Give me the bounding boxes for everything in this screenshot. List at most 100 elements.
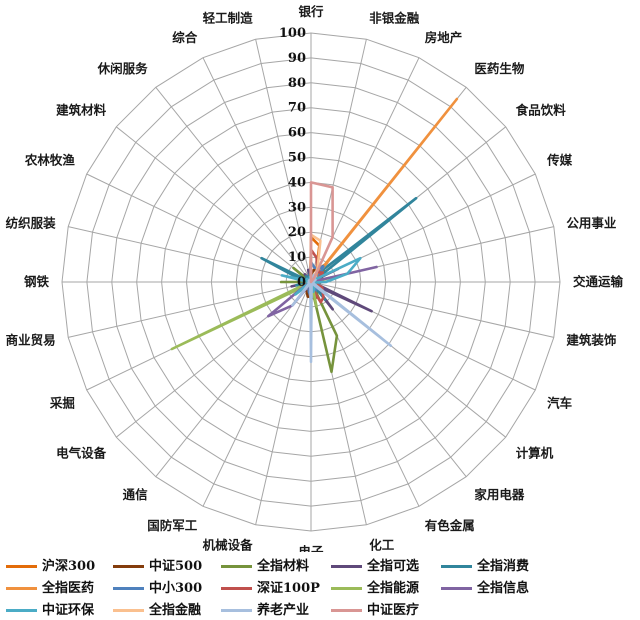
tick-label: 80 <box>288 76 306 91</box>
category-label-14: 电子 <box>298 544 324 552</box>
chart-legend: 沪深300 中证500 全指材料 全指可选 全指消费全指医药 中小300 深证100P 全指能… <box>6 556 636 620</box>
grid-spoke <box>155 281 312 478</box>
tick-label: 20 <box>288 225 306 240</box>
legend-line-swatch <box>113 609 144 612</box>
legend-item-7: 深证100P <box>221 578 331 599</box>
category-label-20: 商业贸易 <box>6 332 56 347</box>
legend-item-5: 全指医药 <box>6 578 113 599</box>
category-label-7: 交通运输 <box>573 274 624 289</box>
legend-line-swatch <box>221 565 252 568</box>
legend-label: 全指信息 <box>477 581 530 596</box>
legend-line-swatch <box>331 565 362 568</box>
legend-line-swatch <box>113 587 144 590</box>
tick-label: 90 <box>288 51 306 66</box>
category-label-12: 有色金属 <box>425 518 475 533</box>
legend-label: 全指材料 <box>257 559 310 574</box>
legend-item-12: 养老产业 <box>221 600 331 620</box>
category-label-22: 纺织服装 <box>6 216 57 231</box>
category-label-1: 非银金融 <box>369 11 420 26</box>
category-label-26: 综合 <box>172 30 198 45</box>
legend-item-1: 中证500 <box>113 556 221 577</box>
legend-label: 全指医药 <box>42 581 95 596</box>
tick-label: 60 <box>288 126 306 141</box>
category-label-21: 钢铁 <box>24 274 50 289</box>
legend-row-1: 全指医药 中小300 深证100P 全指能源 全指信息 <box>6 578 636 599</box>
legend-line-swatch <box>221 609 252 612</box>
category-label-11: 家用电器 <box>474 487 525 502</box>
category-label-16: 国防军工 <box>147 518 198 533</box>
legend-label: 中证医疗 <box>367 603 420 618</box>
legend-item-13: 中证医疗 <box>331 600 441 620</box>
series-line-13 <box>309 181 334 284</box>
category-label-13: 化工 <box>369 537 395 552</box>
category-label-6: 公用事业 <box>566 216 617 231</box>
category-label-2: 房地产 <box>425 30 463 45</box>
legend-line-swatch <box>6 609 37 612</box>
legend-label: 沪深300 <box>42 559 96 574</box>
legend-label: 深证100P <box>257 581 320 596</box>
legend-line-swatch <box>221 587 252 590</box>
radar-svg: 0 10 20 30 40 50 60 70 80 90 100 银行 非银金融房地产医药生物食品饮料传… <box>6 4 624 559</box>
tick-label: 40 <box>288 175 306 190</box>
grid-spoke <box>202 57 312 283</box>
category-label-3: 医药生物 <box>474 61 525 76</box>
category-label-24: 建筑材料 <box>56 103 107 118</box>
grid-spoke <box>255 281 312 525</box>
legend-item-6: 中小300 <box>113 578 221 599</box>
category-label-8: 建筑装饰 <box>566 332 617 347</box>
category-label-18: 电气设备 <box>56 445 107 460</box>
grid-spoke <box>155 86 312 283</box>
legend-label: 养老产业 <box>257 603 310 618</box>
legend-row-0: 沪深300 中证500 全指材料 全指可选 全指消费 <box>6 556 636 577</box>
category-label-5: 传媒 <box>546 152 573 167</box>
legend-item-8: 全指能源 <box>331 578 441 599</box>
category-label-0: 银行 <box>298 4 324 19</box>
legend-line-swatch <box>6 565 37 568</box>
legend-line-swatch <box>331 609 362 612</box>
legend-item-2: 全指材料 <box>221 556 331 577</box>
legend-label: 全指可选 <box>367 559 420 574</box>
grid-spoke <box>68 226 312 283</box>
legend-label: 全指消费 <box>477 559 530 574</box>
category-label-25: 休闲服务 <box>97 61 149 76</box>
grid-spoke <box>115 126 312 283</box>
legend-item-11: 全指金融 <box>113 600 221 620</box>
legend-item-3: 全指可选 <box>331 556 441 577</box>
grid-spoke <box>310 281 554 338</box>
legend-line-swatch <box>6 587 37 590</box>
legend-label: 中小300 <box>149 581 203 596</box>
grid-spoke <box>310 281 467 478</box>
category-label-9: 汽车 <box>547 396 573 411</box>
legend-line-swatch <box>113 565 144 568</box>
legend-label: 中证环保 <box>42 603 95 618</box>
legend-label: 中证500 <box>149 559 203 574</box>
tick-label: 30 <box>288 200 306 215</box>
grid-spoke <box>68 281 312 338</box>
legend-line-swatch <box>441 565 472 568</box>
category-label-15: 机械设备 <box>203 537 254 552</box>
tick-label: 100 <box>279 26 306 41</box>
category-label-10: 计算机 <box>516 445 554 460</box>
legend-line-swatch <box>441 587 472 590</box>
legend-item-4: 全指消费 <box>441 556 551 577</box>
legend-item-9: 全指信息 <box>441 578 551 599</box>
legend-item-10: 中证环保 <box>6 600 113 620</box>
grid-spoke <box>202 281 312 507</box>
tick-label: 0 <box>297 275 306 290</box>
legend-label: 全指能源 <box>367 581 420 596</box>
category-label-23: 农林牧渔 <box>24 152 76 167</box>
tick-label: 70 <box>288 101 306 116</box>
category-label-27: 轻工制造 <box>203 11 254 26</box>
category-label-17: 通信 <box>123 487 149 502</box>
legend-row-2: 中证环保 全指金融 养老产业 中证医疗 <box>6 600 636 620</box>
legend-line-swatch <box>331 587 362 590</box>
legend-item-0: 沪深300 <box>6 556 113 577</box>
category-label-19: 采掘 <box>49 396 75 411</box>
grid-spoke <box>255 39 312 283</box>
tick-label: 10 <box>288 250 306 265</box>
legend-label: 全指金融 <box>149 603 202 618</box>
radar-plot-area: 0 10 20 30 40 50 60 70 80 90 100 银行 非银金融 房地产医药生物食品饮料传… <box>6 4 624 559</box>
category-label-4: 食品饮料 <box>515 103 567 118</box>
tick-label: 50 <box>288 151 306 166</box>
